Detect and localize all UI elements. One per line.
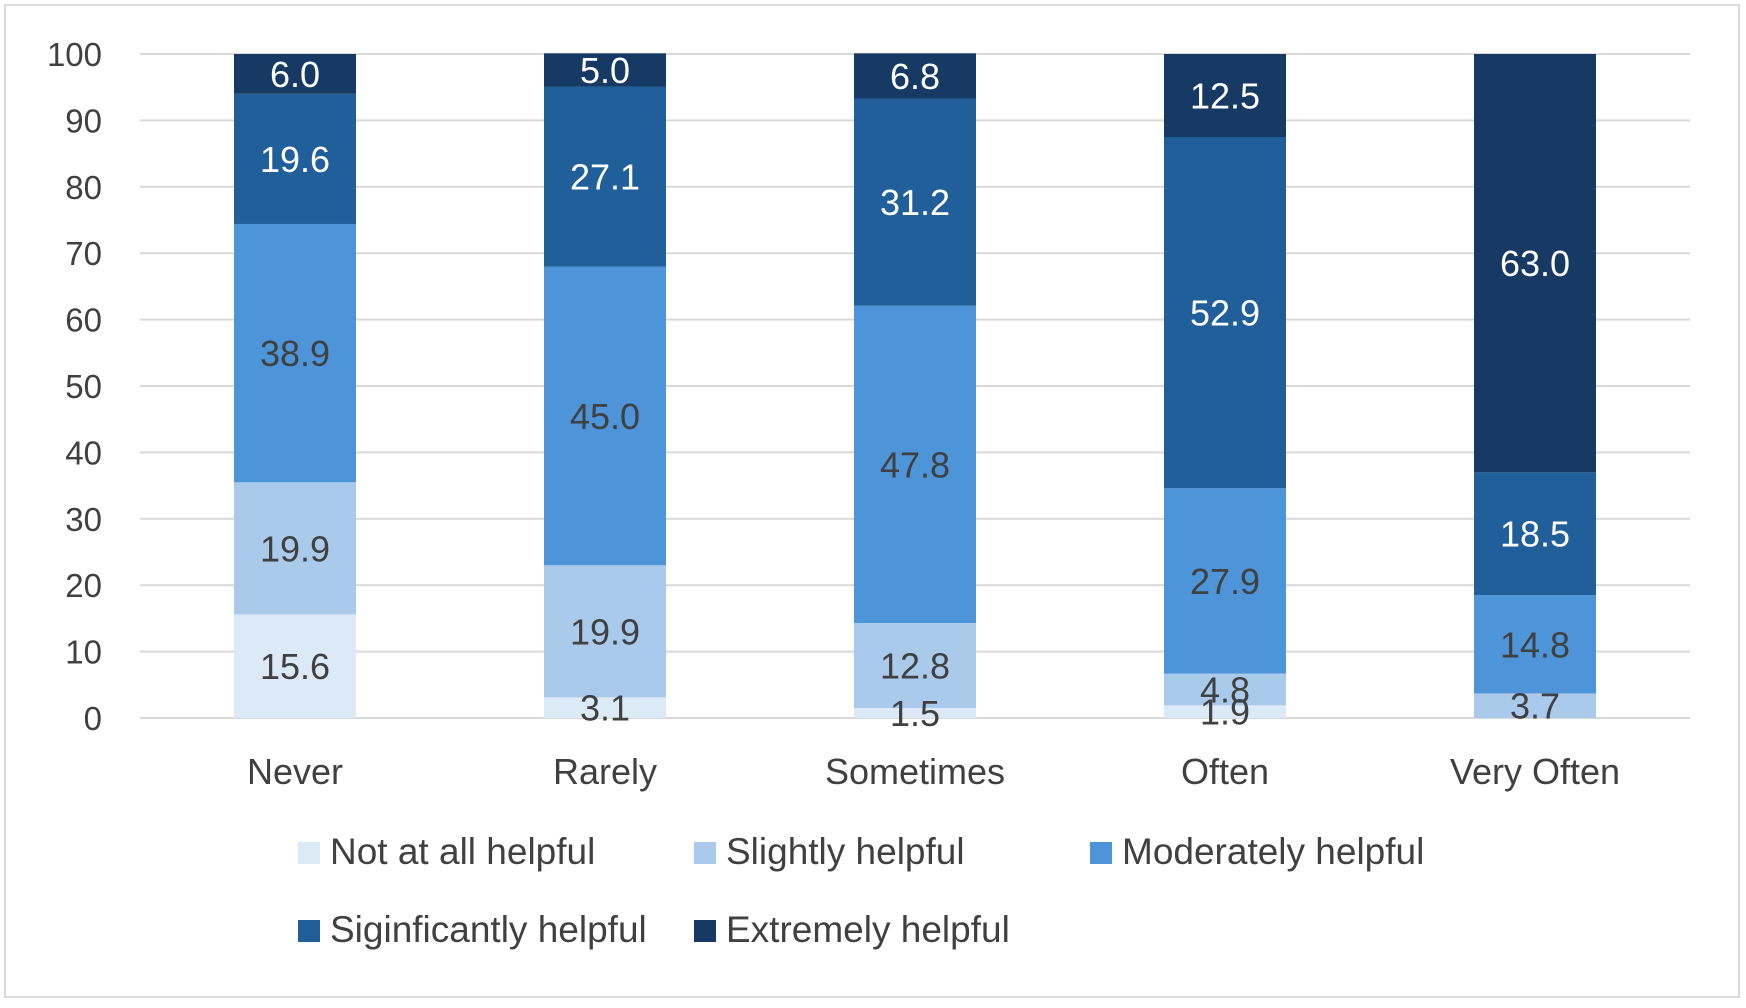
bar-segment xyxy=(1164,705,1286,718)
data-label: 12.5 xyxy=(1190,76,1260,117)
data-label: 12.8 xyxy=(880,646,950,687)
data-label: 19.9 xyxy=(570,611,640,652)
legend-label: Moderately helpful xyxy=(1122,831,1424,872)
bar-segment xyxy=(854,708,976,718)
legend-swatch xyxy=(694,920,716,942)
bar-segment xyxy=(1164,54,1286,137)
data-label: 5.0 xyxy=(580,50,630,91)
legend-item: Siginficantly helpful xyxy=(298,909,647,950)
bar-segment xyxy=(1474,54,1596,473)
x-category-label: Never xyxy=(247,751,343,792)
bar-segment xyxy=(544,53,666,87)
data-label: 3.7 xyxy=(1510,686,1560,727)
data-label: 3.1 xyxy=(580,688,630,729)
y-tick-label: 0 xyxy=(84,700,102,737)
y-tick-label: 70 xyxy=(65,235,102,272)
data-label: 31.2 xyxy=(880,182,950,223)
data-label: 4.8 xyxy=(1200,669,1250,710)
bar-segment xyxy=(234,482,356,615)
x-category-label: Very Often xyxy=(1450,751,1620,792)
bar-segment xyxy=(544,565,666,698)
data-label: 52.9 xyxy=(1190,293,1260,334)
data-label: 18.5 xyxy=(1500,514,1570,555)
y-tick-label: 30 xyxy=(65,501,102,538)
bar-segment xyxy=(234,93,356,224)
legend: Not at all helpful Slightly helpful Modera… xyxy=(298,831,1424,950)
legend-item: Extremely helpful xyxy=(694,909,1010,950)
data-label: 15.6 xyxy=(260,646,330,687)
legend-swatch xyxy=(1090,842,1112,864)
bar-segment xyxy=(544,266,666,566)
legend-item: Slightly helpful xyxy=(694,831,965,872)
legend-swatch xyxy=(694,842,716,864)
legend-label: Siginficantly helpful xyxy=(330,909,647,950)
x-axis-category-labels: Never Rarely Sometimes Often Very Often xyxy=(247,751,1620,792)
x-category-label: Sometimes xyxy=(825,751,1005,792)
bar-segment xyxy=(234,614,356,718)
x-category-label: Often xyxy=(1181,751,1269,792)
legend-swatch xyxy=(298,842,320,864)
legend-item: Not at all helpful xyxy=(298,831,595,872)
data-label: 38.9 xyxy=(260,333,330,374)
legend-label: Not at all helpful xyxy=(330,831,595,872)
y-tick-label: 90 xyxy=(65,102,102,139)
y-tick-label: 60 xyxy=(65,302,102,339)
data-label: 19.9 xyxy=(260,528,330,569)
data-label: 63.0 xyxy=(1500,243,1570,284)
bar-segment xyxy=(1164,488,1286,674)
data-label: 6.8 xyxy=(890,56,940,97)
bar-segment xyxy=(854,305,976,624)
data-labels: 15.6 19.9 38.9 19.6 6.0 3.1 19.9 45.0 27.1 5.0 1.5… xyxy=(260,50,1570,734)
data-label: 14.8 xyxy=(1500,624,1570,665)
data-label: 45.0 xyxy=(570,396,640,437)
stacked-bar-chart: 0 10 20 30 40 50 60 70 80 90 100 15.6 19.9 38.9 19.6 6… xyxy=(47,36,1690,950)
bar-segment xyxy=(234,223,356,483)
bars xyxy=(234,53,1596,718)
legend-swatch xyxy=(298,920,320,942)
data-label: 19.6 xyxy=(260,139,330,180)
chart-frame: 0 10 20 30 40 50 60 70 80 90 100 15.6 19.9 38.9 19.6 6… xyxy=(4,4,1740,998)
bar-segment xyxy=(1474,595,1596,694)
bar-segment xyxy=(854,623,976,709)
y-tick-label: 10 xyxy=(65,634,102,671)
y-axis-tick-labels: 0 10 20 30 40 50 60 70 80 90 100 xyxy=(47,36,102,737)
y-tick-label: 40 xyxy=(65,434,102,471)
bar-segment xyxy=(1164,673,1286,706)
data-label: 1.5 xyxy=(890,693,940,734)
bar-segment xyxy=(854,98,976,306)
bar-segment xyxy=(1474,472,1596,596)
bar-segment xyxy=(544,86,666,267)
legend-label: Extremely helpful xyxy=(726,909,1010,950)
y-tick-label: 100 xyxy=(47,36,102,73)
bar-segment xyxy=(854,53,976,99)
y-tick-label: 20 xyxy=(65,567,102,604)
bar-segment xyxy=(234,54,356,94)
data-label: 27.1 xyxy=(570,157,640,198)
data-label: 47.8 xyxy=(880,444,950,485)
data-label: 6.0 xyxy=(270,54,320,95)
bar-segment xyxy=(544,697,666,718)
legend-label: Slightly helpful xyxy=(726,831,965,872)
x-category-label: Rarely xyxy=(553,751,657,792)
bar-segment xyxy=(1164,137,1286,489)
data-label: 1.9 xyxy=(1200,692,1250,733)
data-label: 27.9 xyxy=(1190,561,1260,602)
y-tick-label: 80 xyxy=(65,169,102,206)
bar-segment xyxy=(1474,693,1596,718)
legend-item: Moderately helpful xyxy=(1090,831,1424,872)
y-tick-label: 50 xyxy=(65,368,102,405)
